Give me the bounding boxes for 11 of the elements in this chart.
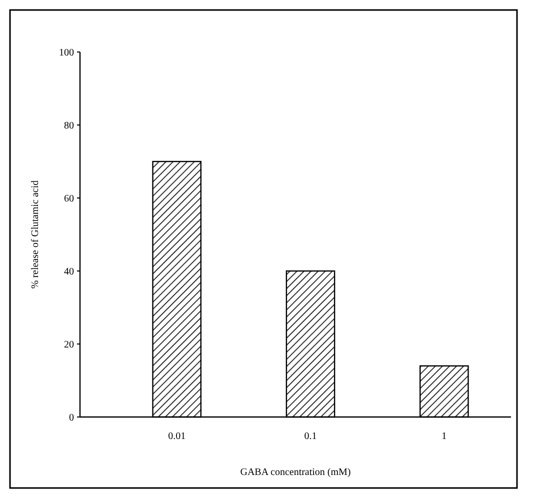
x-tick-label: 0.1 xyxy=(304,431,317,442)
y-tick-label: 80 xyxy=(64,120,74,132)
x-tick-label: 0.01 xyxy=(168,431,186,442)
y-tick-label: 0 xyxy=(69,412,74,424)
y-axis-title: % release of Glutamic acid xyxy=(30,180,41,289)
x-tick-label: 1 xyxy=(442,431,447,442)
y-tick-label: 60 xyxy=(64,194,74,204)
x-axis-title: GABA concentration (mM) xyxy=(240,467,351,478)
y-tick-label: 100 xyxy=(59,48,74,58)
y-tick-label: 20 xyxy=(64,340,74,350)
y-tick-label: 40 xyxy=(64,266,74,278)
